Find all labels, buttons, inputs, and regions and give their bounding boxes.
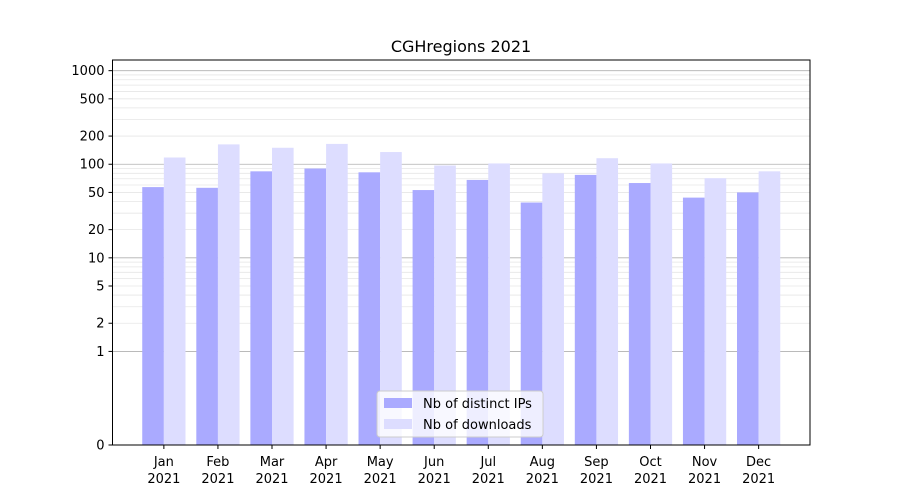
bar-downloads	[596, 158, 619, 446]
x-tick-label-month: Aug	[530, 455, 555, 470]
y-tick-label: 0	[96, 439, 104, 454]
x-tick-label-month: Oct	[639, 455, 661, 470]
axis-ticks: Jan2021Feb2021Mar2021Apr2021May2021Jun20…	[71, 64, 775, 487]
bar-distinct-ips	[682, 197, 705, 445]
bar-downloads	[488, 163, 510, 445]
bar-downloads	[380, 152, 402, 445]
y-tick-label: 1000	[71, 64, 104, 79]
x-tick-label-month: Dec	[746, 455, 771, 470]
bar-distinct-ips	[358, 172, 381, 446]
y-tick-label: 2	[96, 317, 104, 332]
x-tick-label-month: Mar	[260, 455, 285, 470]
x-tick-label-year: 2021	[742, 472, 775, 487]
x-tick-label-year: 2021	[201, 472, 234, 487]
x-tick-label-year: 2021	[418, 472, 451, 487]
x-tick-label-month: Jul	[479, 455, 496, 470]
legend-box	[376, 390, 544, 438]
bar-distinct-ips	[250, 171, 273, 445]
y-tick-label: 10	[88, 251, 105, 266]
x-tick-label-year: 2021	[580, 472, 613, 487]
bars	[142, 143, 781, 446]
bar-distinct-ips	[142, 187, 164, 445]
x-tick-label-month: Sep	[584, 455, 609, 470]
x-tick-label-year: 2021	[147, 472, 180, 487]
bar-downloads	[650, 163, 673, 445]
x-tick-label-month: Apr	[315, 455, 338, 470]
bar-distinct-ips	[737, 192, 759, 445]
x-tick-label-month: Jan	[153, 455, 174, 470]
x-tick-label-month: May	[367, 455, 394, 470]
bar-downloads	[758, 171, 781, 445]
x-tick-label-month: Nov	[692, 455, 718, 470]
legend: Nb of distinct IPs Nb of downloads	[376, 390, 544, 438]
bar-downloads	[163, 157, 186, 445]
y-tick-label: 200	[80, 130, 105, 145]
x-tick-label-year: 2021	[310, 472, 343, 487]
legend-swatch-downloads	[384, 419, 412, 429]
x-tick-label-month: Feb	[206, 455, 229, 470]
chart-title: CGHregions 2021	[391, 37, 531, 56]
legend-label-downloads: Nb of downloads	[423, 418, 532, 433]
y-tick-label: 500	[80, 92, 105, 107]
y-tick-label: 20	[88, 223, 105, 238]
bar-distinct-ips	[574, 174, 597, 445]
bar-distinct-ips	[412, 190, 435, 445]
y-tick-label: 5	[96, 280, 104, 295]
x-tick-label-month: Jun	[423, 455, 444, 470]
bar-distinct-ips	[520, 202, 543, 445]
bar-downloads	[326, 143, 348, 445]
bar-distinct-ips	[466, 179, 489, 445]
bar-distinct-ips	[628, 183, 651, 446]
bar-downloads	[272, 147, 294, 445]
x-tick-label-year: 2021	[526, 472, 559, 487]
bar-downloads	[217, 144, 240, 445]
y-tick-label: 1	[96, 345, 104, 360]
bar-downloads	[704, 178, 727, 445]
x-tick-label-year: 2021	[472, 472, 505, 487]
x-tick-label-year: 2021	[634, 472, 667, 487]
y-tick-label: 50	[88, 186, 105, 201]
bar-distinct-ips	[196, 187, 218, 445]
bar-downloads	[542, 173, 564, 445]
bar-downloads	[434, 165, 456, 446]
x-tick-label-year: 2021	[364, 472, 397, 487]
x-tick-label-year: 2021	[255, 472, 288, 487]
x-tick-label-year: 2021	[688, 472, 721, 487]
y-tick-label: 100	[80, 158, 105, 173]
legend-swatch-distinct-ips	[384, 398, 412, 408]
bar-distinct-ips	[304, 168, 327, 445]
legend-label-distinct-ips: Nb of distinct IPs	[423, 397, 532, 412]
axes-frame	[112, 59, 811, 446]
